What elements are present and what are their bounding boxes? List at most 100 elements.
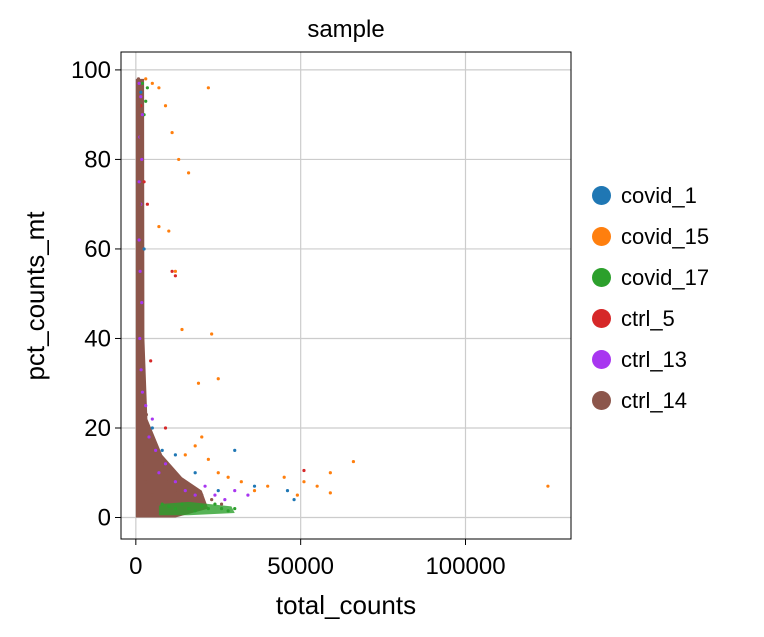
point-covid_15	[206, 457, 210, 461]
point-ctrl_14	[155, 457, 159, 461]
point-ctrl_14	[139, 345, 143, 350]
legend-label: ctrl_13	[621, 346, 688, 372]
point-covid_17	[213, 502, 217, 506]
point-ctrl_13	[183, 489, 187, 493]
point-covid_15	[163, 104, 168, 108]
point-covid_15	[351, 459, 356, 464]
legend-label: ctrl_5	[621, 305, 675, 331]
point-ctrl_14	[138, 318, 142, 323]
legend: covid_1 covid_15 covid_17 ctrl_5 ctrl_13 ctrl…	[592, 175, 709, 421]
point-covid_1	[150, 426, 154, 430]
point-ctrl_13	[150, 417, 154, 421]
point-covid_15	[302, 480, 306, 484]
point-covid_15	[266, 484, 270, 488]
point-covid_15	[180, 327, 184, 332]
point-ctrl_13	[213, 493, 217, 497]
dense-cluster	[135, 78, 235, 518]
legend-item-covid_17: covid_17	[592, 257, 709, 298]
point-covid_15	[328, 471, 332, 475]
point-covid_17	[173, 506, 177, 511]
legend-label: covid_15	[621, 223, 710, 249]
point-ctrl_13	[140, 157, 144, 162]
x-tick-label: 0	[129, 553, 142, 580]
point-ctrl_13	[246, 493, 250, 497]
point-covid_17	[226, 509, 230, 513]
point-covid_17	[140, 81, 145, 85]
point-covid_15	[150, 81, 154, 85]
point-covid_15	[173, 269, 177, 273]
point-covid_1	[173, 453, 177, 457]
point-covid_15	[177, 157, 181, 162]
point-ctrl_14	[144, 480, 148, 484]
point-ctrl_14	[180, 493, 184, 497]
point-ctrl_5	[145, 202, 149, 206]
x-axis-label: total_counts	[276, 590, 416, 620]
point-covid_15	[295, 493, 299, 497]
point-ctrl_14	[173, 489, 177, 493]
dense-region	[135, 78, 209, 518]
point-ctrl_5	[163, 426, 168, 430]
x-tick-label: 50000	[267, 553, 334, 580]
point-covid_1	[233, 448, 237, 452]
point-ctrl_13	[154, 448, 158, 452]
point-ctrl_13	[137, 81, 141, 85]
point-covid_15	[157, 224, 161, 229]
legend-label: covid_17	[621, 264, 710, 290]
legend-swatch	[592, 309, 611, 328]
point-ctrl_14	[200, 493, 204, 497]
point-covid_15	[546, 484, 550, 488]
point-ctrl_13	[163, 462, 168, 466]
point-covid_15	[144, 77, 148, 81]
dense-region-green	[158, 501, 235, 516]
point-ctrl_13	[137, 238, 141, 242]
point-ctrl_5	[142, 180, 146, 184]
y-tick-label: 80	[84, 146, 111, 173]
point-ctrl_13	[203, 484, 207, 488]
point-ctrl_14	[140, 462, 145, 466]
point-ctrl_14	[140, 372, 144, 376]
point-covid_1	[160, 448, 164, 452]
point-covid_15	[186, 171, 191, 175]
point-ctrl_14	[167, 480, 171, 484]
point-covid_15	[196, 381, 201, 385]
grid-lines	[121, 52, 571, 539]
point-covid_1	[292, 498, 296, 502]
point-covid_15	[328, 491, 332, 495]
y-axis-label: pct_counts_mt	[20, 211, 50, 381]
point-ctrl_14	[144, 412, 148, 417]
point-ctrl_14	[138, 256, 143, 260]
point-covid_1	[139, 90, 143, 94]
point-ctrl_5	[170, 269, 174, 273]
point-ctrl_14	[150, 493, 154, 497]
point-ctrl_13	[139, 95, 143, 99]
point-covid_1	[285, 489, 290, 493]
point-covid_17	[200, 504, 204, 508]
legend-item-covid_1: covid_1	[592, 175, 709, 216]
point-ctrl_13	[138, 336, 142, 341]
point-covid_17	[144, 99, 148, 103]
point-ctrl_14	[219, 502, 224, 506]
y-tick-label: 0	[98, 505, 111, 532]
legend-swatch	[592, 350, 611, 369]
point-covid_15	[167, 229, 171, 233]
point-ctrl_13	[137, 180, 141, 184]
data-points	[136, 77, 550, 513]
point-ctrl_14	[157, 502, 161, 506]
legend-label: covid_1	[621, 182, 697, 208]
point-ctrl_13	[193, 493, 197, 497]
point-covid_1	[216, 489, 220, 493]
point-covid_17	[233, 506, 237, 511]
point-ctrl_5	[302, 468, 306, 473]
point-covid_15	[282, 475, 286, 479]
point-covid_15	[157, 86, 161, 90]
point-ctrl_14	[136, 77, 141, 81]
point-covid_15	[206, 86, 210, 90]
plot-frame	[120, 51, 572, 540]
point-covid_15	[210, 332, 214, 336]
point-ctrl_14	[137, 166, 141, 170]
legend-swatch	[592, 186, 611, 205]
point-ctrl_13	[223, 498, 227, 502]
point-covid_17	[167, 504, 171, 508]
point-ctrl_14	[138, 202, 142, 206]
